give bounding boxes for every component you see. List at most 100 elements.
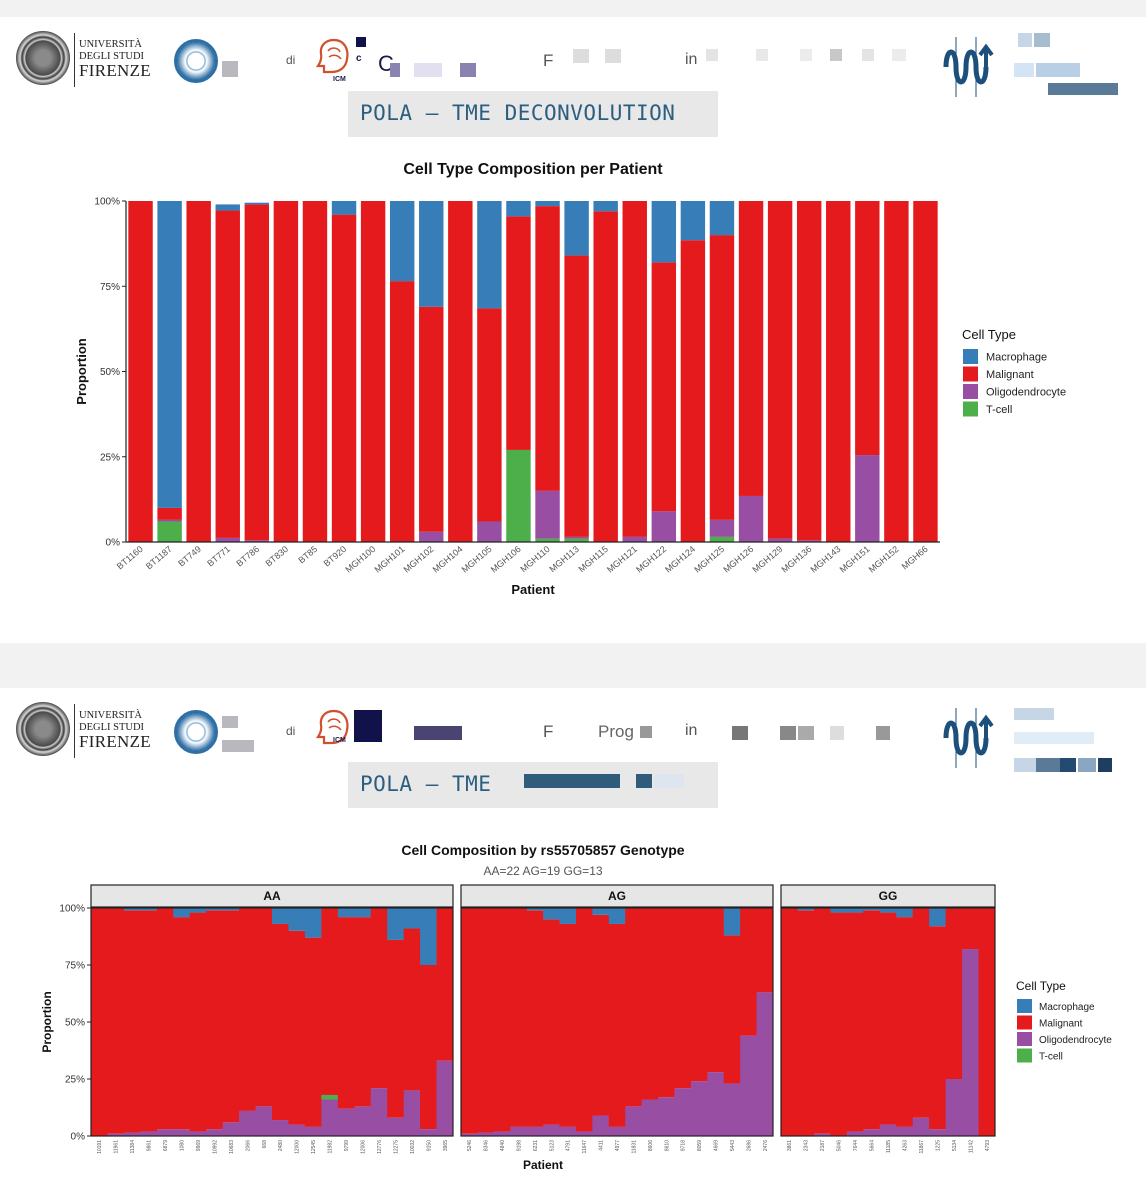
x-tick-label: 2187 <box>820 1140 826 1151</box>
bar-AA-12776-oligodendrocyte <box>370 1088 388 1136</box>
bar-MGH100-malignant <box>360 201 386 542</box>
bar-AA-10191-malignant <box>91 908 108 1136</box>
x-tick-label: 5443 <box>730 1140 736 1151</box>
bar-MGH110-malignant <box>535 206 560 491</box>
bar-GG-5664-macrophage <box>863 908 881 911</box>
y-axis-title: Proportion <box>40 991 54 1052</box>
bar-MGH102-malignant <box>419 306 444 532</box>
x-tick-label: 8346 <box>484 1140 490 1151</box>
y-tick-label: 0% <box>71 1132 86 1143</box>
bar-MGH66-malignant <box>913 201 938 542</box>
bar-GG-11867-oligodendrocyte <box>912 1117 930 1136</box>
bar-GG-5046-malignant <box>830 912 848 1136</box>
legend-label-t-cell: T-cell <box>986 404 1012 416</box>
bar-GG-2187-malignant <box>813 908 831 1134</box>
bar-BT771-malignant <box>215 210 240 538</box>
partner-seal-icon <box>174 710 218 754</box>
slide-1: UNIVERSITÀ DEGLI STUDI FIRENZE di ICM c … <box>0 17 1146 643</box>
bar-AG-9198-oligodendrocyte <box>510 1126 528 1136</box>
legend-label-oligodendrocyte: Oligodendrocyte <box>1039 1035 1112 1046</box>
bar-AG-4840-oligodendrocyte <box>493 1131 511 1136</box>
bar-MGH113-malignant <box>564 255 589 537</box>
slide-2: UNIVERSITÀ DEGLI STUDI FIRENZE di ICM F … <box>0 688 1146 1200</box>
bar-AG-4977-malignant <box>608 923 626 1127</box>
legend-label-malignant: Malignant <box>986 369 1034 381</box>
bar-AG-5443-malignant <box>723 935 741 1084</box>
bar-GG-2343-malignant <box>797 910 815 1136</box>
x-tick-label: 9861 <box>147 1140 153 1151</box>
bar-AA-9150-malignant <box>420 965 437 1130</box>
x-tick-label: 10032 <box>410 1140 416 1154</box>
x-tick-label: MGH113 <box>547 544 581 574</box>
bar-AA-10032-oligodendrocyte <box>403 1090 421 1136</box>
bar-AA-11961-malignant <box>107 908 125 1134</box>
bar-AG-2476-oligodendrocyte <box>756 992 774 1136</box>
bar-MGH110-t-cell <box>535 538 560 542</box>
unifi-seal-icon <box>16 702 70 756</box>
x-axis-title: Patient <box>511 582 555 597</box>
x-tick-label: MGH143 <box>809 544 843 575</box>
x-tick-label: 9198 <box>516 1140 522 1151</box>
bar-MGH151-malignant <box>855 201 880 456</box>
bar-BT749-malignant <box>186 201 211 542</box>
bar-AA-9150-macrophage <box>420 908 437 965</box>
bar-GG-1225-malignant <box>929 926 947 1130</box>
bar-AA-9861-malignant <box>140 910 158 1132</box>
bar-GG-3861-malignant <box>781 908 798 1136</box>
icm-label: ICM <box>333 737 346 744</box>
partner-seal-icon <box>174 39 218 83</box>
bar-AG-8059-oligodendrocyte <box>690 1081 708 1136</box>
legend-swatch-macrophage <box>1017 999 1032 1013</box>
bar-AA-3965-malignant <box>436 908 454 1061</box>
x-tick-label: MGH122 <box>634 544 668 575</box>
bar-AG-5443-macrophage <box>723 908 741 936</box>
x-tick-label: BT771 <box>205 544 232 569</box>
y-tick-label: 100% <box>59 904 85 915</box>
bar-AG-8346-malignant <box>477 908 495 1133</box>
bar-MGH129-malignant <box>767 201 793 539</box>
bar-AA-10992-malignant <box>206 910 224 1130</box>
bar-MGH101-macrophage <box>389 201 415 282</box>
bar-AA-10992-oligodendrocyte <box>206 1129 224 1136</box>
bar-AA-9799-malignant <box>337 917 355 1109</box>
x-tick-label: 4977 <box>615 1140 621 1151</box>
bar-GG-1225-macrophage <box>929 908 947 927</box>
icm-label: ICM <box>333 76 346 83</box>
bar-AA-9969-oligodendrocyte <box>189 1131 207 1136</box>
bar-AG-6231-oligodendrocyte <box>526 1126 544 1136</box>
x-tick-label: 4793 <box>985 1140 991 1151</box>
bar-MGH129-oligodendrocyte <box>767 538 793 542</box>
x-tick-label: 7644 <box>853 1140 859 1151</box>
legend: Cell Type Macrophage Malignant Oligodendroc… <box>962 327 1066 417</box>
bar-GG-7644-malignant <box>846 912 864 1132</box>
x-tick-label: MGH106 <box>489 544 523 575</box>
header-frag-di: di <box>286 724 296 738</box>
bar-BT786-malignant <box>244 204 270 541</box>
x-tick-label: BT786 <box>234 544 261 569</box>
bar-AA-10683-macrophage <box>222 908 240 911</box>
bar-BT1187-malignant <box>157 507 182 520</box>
bar-MGH125-oligodendrocyte <box>709 519 735 537</box>
bar-AA-12275-macrophage <box>387 908 405 940</box>
bar-MGH113-oligodendrocyte <box>564 536 589 539</box>
x-tick-label: MGH66 <box>900 544 930 572</box>
x-tick-label: 9799 <box>344 1140 350 1151</box>
x-tick-label: 11185 <box>886 1140 892 1153</box>
bar-AA-12776-malignant <box>370 908 388 1089</box>
x-tick-label: 4840 <box>500 1140 506 1151</box>
bar-AG-4791-oligodendrocyte <box>559 1126 577 1136</box>
legend-label-macrophage: Macrophage <box>1039 1002 1095 1013</box>
y-tick-label: 50% <box>100 367 120 378</box>
unifi-line3: FIRENZE <box>79 61 151 80</box>
bar-AG-4840-malignant <box>493 908 511 1132</box>
bar-AA-12545-macrophage <box>304 908 322 938</box>
bar-AG-5123-macrophage <box>543 908 560 920</box>
bar-AA-2480-macrophage <box>272 908 289 924</box>
bar-GG-7644-oligodendrocyte <box>846 1131 864 1136</box>
bar-GG-5134-oligodendrocyte <box>945 1079 963 1136</box>
x-tick-label: MGH129 <box>750 544 784 575</box>
y-tick-label: 25% <box>65 1075 85 1086</box>
bar-AG-9198-malignant <box>510 908 528 1127</box>
bar-MGH125-t-cell <box>709 536 735 542</box>
legend-title: Cell Type <box>962 327 1016 342</box>
